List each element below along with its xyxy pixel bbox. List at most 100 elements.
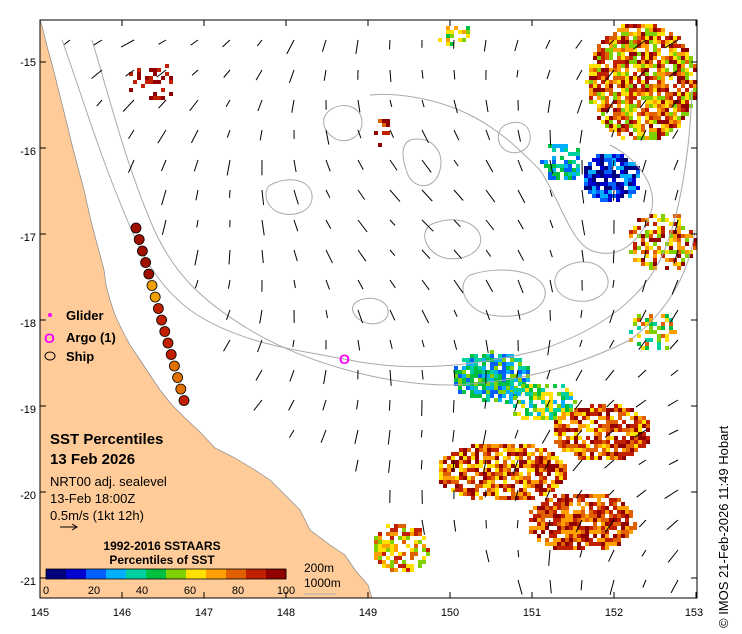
sst-pixel bbox=[414, 528, 418, 532]
current-vector bbox=[549, 579, 552, 594]
current-vector bbox=[609, 309, 615, 324]
sst-pixel bbox=[614, 428, 618, 432]
sst-pixel bbox=[597, 76, 601, 80]
sst-pixel bbox=[541, 412, 545, 416]
sst-pixel bbox=[551, 480, 555, 484]
sst-pixel bbox=[598, 456, 602, 460]
sst-pixel bbox=[402, 532, 406, 536]
sst-pixel bbox=[633, 92, 637, 96]
sst-pixel bbox=[616, 154, 620, 158]
sst-pixel bbox=[518, 378, 522, 382]
sst-pixel bbox=[541, 388, 545, 392]
sst-pixel bbox=[649, 88, 653, 92]
current-vector bbox=[549, 279, 553, 293]
sst-pixel bbox=[506, 370, 510, 374]
sst-pixel bbox=[601, 522, 605, 526]
sst-pixel bbox=[673, 68, 677, 72]
sst-pixel bbox=[555, 472, 559, 476]
sst-pixel bbox=[685, 250, 689, 254]
sst-pixel bbox=[624, 178, 628, 182]
current-vector bbox=[355, 39, 359, 54]
sst-pixel bbox=[490, 354, 494, 358]
sst-pixel bbox=[422, 560, 426, 564]
sst-pixel bbox=[649, 64, 653, 68]
sst-pixel bbox=[537, 510, 541, 514]
sst-pixel bbox=[637, 100, 641, 104]
current-vector bbox=[387, 429, 391, 445]
sst-pixel bbox=[479, 464, 483, 468]
sst-pixel bbox=[649, 112, 653, 116]
sst-pixel bbox=[487, 472, 491, 476]
sst-pixel bbox=[410, 548, 414, 552]
sst-pixel bbox=[649, 120, 653, 124]
sst-pixel bbox=[589, 80, 593, 84]
sst-pixel bbox=[613, 80, 617, 84]
sst-pixel bbox=[519, 476, 523, 480]
sst-pixel bbox=[630, 444, 634, 448]
current-vector bbox=[223, 339, 231, 352]
sst-pixel bbox=[378, 544, 382, 548]
current-vector bbox=[389, 189, 401, 202]
sst-pixel bbox=[625, 84, 629, 88]
sst-pixel bbox=[653, 112, 657, 116]
sst-pixel bbox=[541, 526, 545, 530]
sst-pixel bbox=[386, 540, 390, 544]
sst-pixel bbox=[628, 186, 632, 190]
sst-pixel bbox=[566, 448, 570, 452]
current-vector bbox=[389, 99, 393, 108]
sst-pixel bbox=[633, 322, 637, 326]
sst-pixel bbox=[562, 412, 566, 416]
sst-pixel bbox=[590, 448, 594, 452]
sst-pixel bbox=[402, 536, 406, 540]
sst-pixel bbox=[609, 538, 613, 542]
sst-pixel bbox=[499, 496, 503, 500]
sst-pixel bbox=[641, 56, 645, 60]
sst-pixel bbox=[585, 502, 589, 506]
sst-pixel bbox=[681, 262, 685, 266]
sst-pixel bbox=[422, 548, 426, 552]
sst-pixel bbox=[637, 68, 641, 72]
ship-symbol bbox=[44, 351, 56, 361]
sst-pixel bbox=[382, 560, 386, 564]
current-vector bbox=[482, 429, 487, 446]
sst-pixel bbox=[569, 534, 573, 538]
sst-pixel bbox=[600, 170, 604, 174]
sst-pixel bbox=[617, 132, 621, 136]
sst-pixel bbox=[626, 424, 630, 428]
sst-pixel bbox=[646, 428, 650, 432]
current-vector bbox=[664, 489, 679, 500]
current-vector bbox=[545, 39, 551, 49]
sst-pixel bbox=[609, 56, 613, 60]
sst-pixel bbox=[677, 250, 681, 254]
sst-pixel bbox=[641, 64, 645, 68]
sst-pixel bbox=[593, 92, 597, 96]
sst-pixel bbox=[661, 104, 665, 108]
current-vector bbox=[608, 549, 615, 562]
sst-pixel bbox=[632, 178, 636, 182]
sst-pixel bbox=[490, 350, 494, 354]
sst-pixel bbox=[553, 514, 557, 518]
sst-pixel bbox=[622, 408, 626, 412]
sst-pixel bbox=[541, 502, 545, 506]
sst-pixel bbox=[556, 172, 560, 176]
sst-pixel bbox=[681, 68, 685, 72]
sst-pixel bbox=[495, 496, 499, 500]
sst-pixel bbox=[649, 76, 653, 80]
sst-pixel bbox=[613, 108, 617, 112]
sst-pixel bbox=[625, 80, 629, 84]
sst-pixel bbox=[637, 218, 641, 222]
sst-pixel bbox=[414, 552, 418, 556]
sst-pixel bbox=[553, 408, 557, 412]
sst-pixel bbox=[539, 492, 543, 496]
sst-pixel bbox=[466, 362, 470, 366]
sst-pixel bbox=[474, 370, 478, 374]
sst-pixel bbox=[486, 378, 490, 382]
sst-pixel bbox=[573, 534, 577, 538]
current-vector bbox=[261, 249, 264, 263]
sst-pixel bbox=[657, 88, 661, 92]
sst-pixel bbox=[574, 420, 578, 424]
sst-pixel bbox=[410, 552, 414, 556]
glider-label: Glider bbox=[66, 308, 104, 323]
sst-pixel bbox=[610, 456, 614, 460]
sst-pixel bbox=[633, 96, 637, 100]
